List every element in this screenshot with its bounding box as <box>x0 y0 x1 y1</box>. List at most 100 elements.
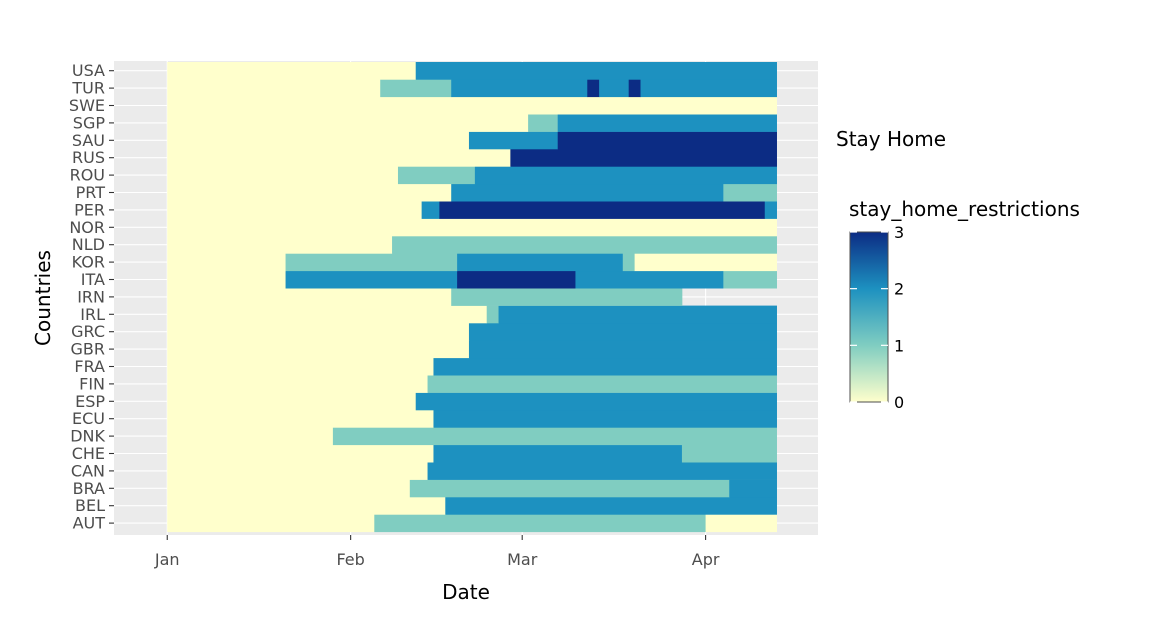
heatmap-cell-ita <box>457 270 576 289</box>
heatmap-cell-aut <box>374 514 706 533</box>
heatmap-cell-irl <box>498 305 777 324</box>
heatmap-cell-rou <box>167 166 399 185</box>
heatmap-cell-gbr <box>167 340 470 359</box>
x-tick-label-feb: Feb <box>336 550 364 569</box>
heatmap-cell-aut <box>705 514 777 533</box>
y-tick-label-tur: TUR <box>71 79 105 98</box>
heatmap-cell-aut <box>167 514 375 533</box>
y-tick-label-esp: ESP <box>75 392 105 411</box>
heatmap-cell-sgp <box>167 114 529 132</box>
heatmap-cell-bra <box>409 479 730 498</box>
heatmap-cell-nor <box>167 218 777 237</box>
x-axis: Jan Feb Mar Apr <box>154 535 720 569</box>
heatmap-cell-sgp <box>557 114 777 132</box>
heatmap-cell-can <box>427 462 777 480</box>
heatmap-cell-kor <box>285 253 458 272</box>
y-tick-label-nor: NOR <box>69 218 105 237</box>
y-tick-label-fra: FRA <box>74 357 105 376</box>
heatmap-cell-che <box>681 444 777 463</box>
legend-tick-label: 2 <box>894 280 904 299</box>
heatmap-cell-grc <box>468 323 777 341</box>
y-tick-label-rou: ROU <box>70 166 105 185</box>
heatmap-cell-per <box>167 201 423 219</box>
y-tick-label-sgp: SGP <box>73 113 106 132</box>
y-tick-label-gbr: GBR <box>71 340 106 359</box>
y-tick-label-irl: IRL <box>80 305 105 324</box>
y-tick-label-irn: IRN <box>77 287 105 306</box>
heatmap-cell-irn <box>451 288 683 306</box>
heatmap-cell-usa <box>167 62 417 80</box>
heatmap-cell-ita <box>723 270 777 289</box>
heatmap-cell-che <box>433 444 683 463</box>
x-tick-label-mar: Mar <box>507 550 538 569</box>
heatmap-cell-sgp <box>528 114 559 132</box>
y-tick-label-prt: PRT <box>76 183 106 202</box>
heatmap-cell-sau <box>557 131 777 150</box>
heatmap-cell-per <box>439 201 766 219</box>
heatmap-cell-tur <box>167 79 381 98</box>
legend-tick-label: 0 <box>894 393 904 412</box>
heatmap-cell-rou <box>474 166 777 185</box>
heatmap-cell-fra <box>433 357 777 376</box>
heatmap-cell-fra <box>167 357 434 376</box>
y-tick-label-aut: AUT <box>73 514 106 533</box>
heatmap-cell-kor <box>457 253 624 272</box>
heatmap-cell-tur <box>640 79 777 98</box>
heatmap-cell-dnk <box>167 427 334 446</box>
heatmap-cell-nld <box>167 236 393 254</box>
heatmap-cell-nld <box>392 236 777 254</box>
heatmap-cell-bel <box>167 497 446 515</box>
heatmap-cell-per <box>764 201 777 219</box>
y-tick-label-dnk: DNK <box>70 427 105 446</box>
heatmap-cell-swe <box>167 96 777 115</box>
heatmap-cell-fin <box>167 375 428 393</box>
x-axis-title: Date <box>442 580 490 604</box>
heatmap-cell-prt <box>167 183 452 202</box>
y-tick-label-swe: SWE <box>69 96 105 115</box>
y-axis: AUTBELBRACANCHEDNKECUESPFINFRAGBRGRCIRLI… <box>69 61 114 533</box>
y-tick-label-per: PER <box>74 200 105 219</box>
heatmap-cell-bel <box>445 497 777 515</box>
y-tick-label-fin: FIN <box>79 374 105 393</box>
heatmap-cell-tur <box>599 79 630 98</box>
heatmap-cell-ecu <box>167 410 434 428</box>
heatmap-cell-esp <box>415 392 777 411</box>
heatmap-cell-tur <box>587 79 600 98</box>
y-tick-label-bel: BEL <box>75 496 105 515</box>
heatmap-cell-tur <box>628 79 641 98</box>
legend-tick-label: 3 <box>894 223 904 242</box>
heatmap-cell-ita <box>285 270 458 289</box>
heatmap-cell-kor <box>622 253 636 272</box>
heatmap-cell-rus <box>167 149 511 167</box>
colorbar-legend: 0 1 2 3 <box>849 223 904 412</box>
heatmap-cell-prt <box>451 183 724 202</box>
heatmap-cell-ita <box>575 270 724 289</box>
y-tick-label-grc: GRC <box>71 322 105 341</box>
heatmap-cell-bra <box>729 479 777 498</box>
heatmap-cell-rou <box>397 166 476 185</box>
heatmap-cells <box>167 62 777 533</box>
heatmap-cell-tur <box>380 79 452 98</box>
heatmap-cell-sau <box>167 131 470 150</box>
y-tick-label-ita: ITA <box>81 270 105 289</box>
heatmap-cell-tur <box>451 79 588 98</box>
y-tick-label-kor: KOR <box>72 253 105 272</box>
y-tick-label-nld: NLD <box>72 235 105 254</box>
x-tick-label-jan: Jan <box>154 550 180 569</box>
legend-title: stay_home_restrictions <box>849 197 1080 221</box>
heatmap-cell-irn <box>167 288 452 306</box>
heatmap-cell-rus <box>510 149 777 167</box>
heatmap-cell-gbr <box>468 340 777 359</box>
heatmap-cell-grc <box>167 323 470 341</box>
heatmap-cell-ita <box>167 270 286 289</box>
heatmap-cell-esp <box>167 392 417 411</box>
y-tick-label-bra: BRA <box>73 479 105 498</box>
y-tick-label-che: CHE <box>72 444 105 463</box>
heatmap-cell-irl <box>486 305 499 324</box>
heatmap-cell-prt <box>723 183 777 202</box>
x-tick-label-apr: Apr <box>692 550 720 569</box>
heatmap-cell-fin <box>427 375 777 393</box>
legend-tick-label: 1 <box>894 336 904 355</box>
heatmap-cell-usa <box>415 62 777 80</box>
